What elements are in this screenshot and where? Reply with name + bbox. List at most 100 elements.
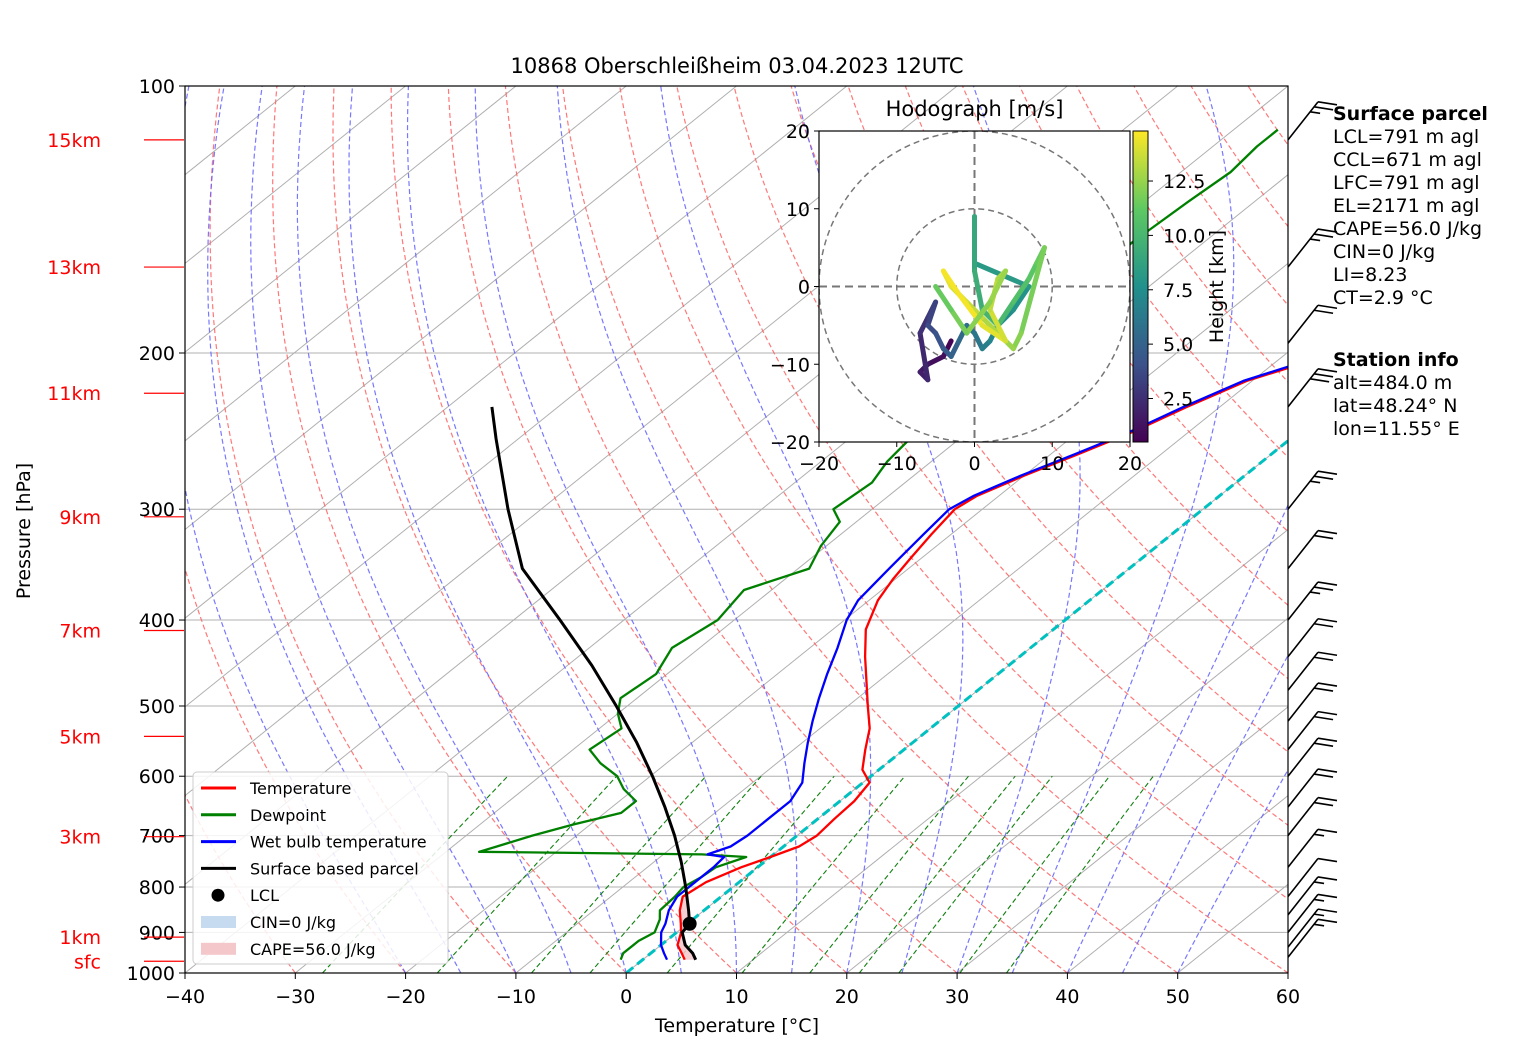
wind-barb (1287, 710, 1338, 751)
x-tick-label: 60 (1276, 986, 1300, 1008)
mixing-ratio-line (959, 775, 1110, 973)
wind-barb-staff (1287, 682, 1319, 722)
wind-barb-half (1313, 833, 1325, 837)
wind-barb-flag (1313, 475, 1334, 480)
surface-parcel-li: LI=8.23 (1333, 264, 1408, 286)
wind-barb-flag (1313, 622, 1334, 628)
chart-title: 10868 Oberschleißheim 03.04.2023 12UTC (511, 54, 964, 78)
colorbar-tick-label: 7.5 (1163, 280, 1193, 302)
wind-barb-staff (1287, 581, 1319, 621)
legend-box (192, 771, 449, 965)
wind-barb (1287, 893, 1338, 933)
hodograph-segment (948, 307, 970, 336)
hodograph-segment (1010, 276, 1032, 305)
hodograph-ring (896, 208, 1053, 365)
wind-barb-flag (1313, 742, 1334, 748)
wind-barb-flag (1317, 228, 1338, 233)
wind-barb-staff (1287, 858, 1319, 898)
lcl-marker (682, 916, 697, 931)
surface-parcel-el: EL=2171 m agl (1333, 195, 1480, 217)
moist-adiabat (660, 86, 872, 973)
hodograph-segment (979, 315, 1001, 336)
surface-parcel-ccl: CCL=671 m agl (1333, 149, 1482, 171)
wind-barb-flag (1309, 378, 1330, 383)
wind-barb-staff (1287, 304, 1319, 344)
colorbar-tick-label: 12.5 (1163, 171, 1205, 193)
y-tick-label: 400 (139, 610, 175, 632)
moist-adiabat (474, 86, 738, 973)
wind-barb-flag (1317, 918, 1338, 924)
wind-barb-staff (1287, 893, 1319, 933)
wind-barb-flag (1317, 908, 1338, 913)
hodograph-segment (940, 338, 954, 359)
wind-barb-staff (1287, 876, 1319, 916)
y-tick-label: 900 (139, 922, 175, 944)
wind-barb (1287, 529, 1338, 570)
surface-parcel-ct: CT=2.9 °C (1333, 287, 1433, 309)
wind-barb (1287, 796, 1338, 837)
dry-adiabat (447, 86, 958, 973)
hodograph-segment (917, 330, 931, 383)
wind-barb-flag (1317, 893, 1338, 899)
station-info-lon: lon=11.55° E (1333, 418, 1460, 440)
x-tick-label: 20 (835, 986, 859, 1008)
wind-barb-staff (1287, 918, 1319, 958)
dry-adiabat (1076, 86, 1288, 383)
hodograph-segment (1026, 260, 1040, 282)
moist-adiabat (296, 86, 572, 973)
y-tick-label: 200 (139, 343, 175, 365)
wind-barb-flag (1317, 617, 1338, 623)
y-axis-label: Pressure [hPa] (13, 463, 35, 599)
wind-barb-staff (1287, 530, 1319, 570)
hodograph-x-tick-label: 0 (968, 453, 980, 475)
wind-barb (1287, 876, 1338, 916)
height-label: 1km (59, 927, 101, 949)
moist-adiabat (348, 86, 627, 973)
legend-label: Temperature (249, 779, 351, 798)
isotherm (185, 86, 627, 442)
wind-barb-staff (1287, 470, 1319, 510)
wind-barb (1287, 651, 1338, 691)
wind-barb-half (1309, 238, 1321, 242)
hodograph-segment (964, 299, 993, 336)
hodograph-segment (925, 353, 946, 367)
wind-barb-flag (1313, 715, 1334, 721)
y-tick-label: 100 (139, 76, 175, 98)
isotherm (405, 262, 1288, 973)
y-tick-label: 1000 (127, 963, 175, 985)
wind-barb (1287, 617, 1338, 658)
isotherm (956, 706, 1288, 973)
wind-barb-flag (1317, 737, 1338, 743)
wind-barb (1287, 768, 1338, 808)
hodograph-x-tick-label: −20 (799, 453, 839, 475)
moist-adiabat (1066, 503, 1288, 973)
hodograph-x-tick-label: 20 (1118, 453, 1142, 475)
surface-parcel-lfc: LFC=791 m agl (1333, 172, 1480, 194)
wind-barb-flag (1313, 106, 1334, 111)
wind-barb (1287, 228, 1338, 268)
hodograph-panel (819, 131, 1130, 442)
x-axis-label: Temperature [°C] (654, 1015, 819, 1037)
x-tick-label: 10 (724, 986, 748, 1008)
hodograph-y-tick-label: 20 (786, 121, 810, 143)
wind-barb-half (1309, 591, 1321, 595)
colorbar-tick-label: 2.5 (1163, 389, 1193, 411)
dry-adiabat (272, 86, 627, 973)
hodograph-segment (972, 330, 985, 352)
legend-label: CIN=0 J/kg (250, 913, 336, 932)
isotherm (1067, 794, 1288, 973)
wind-barb-staff (1287, 711, 1319, 751)
wind-barb-flag (1317, 368, 1338, 373)
wind-barb (1287, 918, 1338, 958)
wind-barb-flag (1313, 309, 1334, 315)
surface-parcel-title: Surface parcel (1333, 103, 1488, 125)
y-tick-label: 600 (139, 766, 175, 788)
hodograph-title: Hodograph [m/s] (886, 97, 1064, 121)
wind-barb-flag (1313, 586, 1334, 591)
wind-barb-flag (1313, 656, 1334, 662)
wind-barb (1287, 682, 1338, 722)
wind-barb-staff (1287, 737, 1319, 777)
x-tick-label: −40 (165, 986, 205, 1008)
wetbulb-line (659, 365, 1288, 961)
y-tick-label: 500 (139, 696, 175, 718)
